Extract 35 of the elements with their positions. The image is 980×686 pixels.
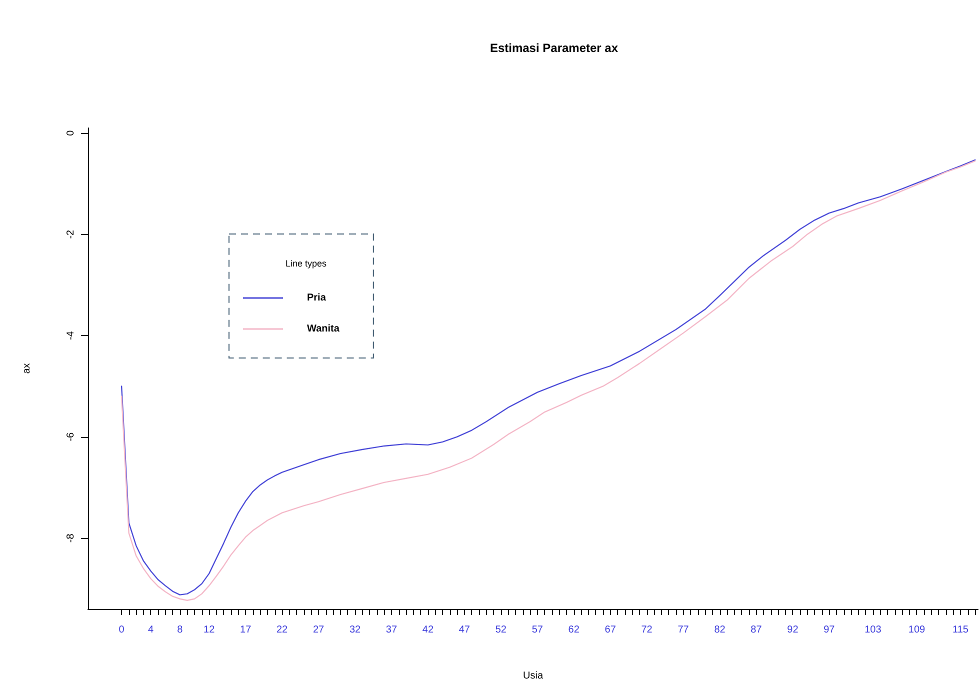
- legend-label: Pria: [307, 292, 326, 304]
- y-tick-label: -4: [66, 330, 76, 340]
- x-axis-title: Usia: [522, 670, 544, 682]
- x-tick-label: 8: [177, 624, 184, 636]
- x-tick-label: 87: [750, 624, 762, 636]
- x-tick-label: 72: [641, 624, 653, 636]
- x-tick-label: 82: [714, 624, 726, 636]
- x-tick-label: 37: [386, 624, 398, 636]
- x-tick-label: 67: [604, 624, 616, 636]
- x-tick-label: 12: [204, 624, 216, 636]
- chart-title: Estimasi Parameter ax: [490, 41, 618, 55]
- x-tick-label: 115: [952, 624, 969, 636]
- x-tick-label: 27: [312, 624, 325, 636]
- x-tick-label: 62: [568, 624, 580, 636]
- x-tick-label: 0: [118, 624, 125, 636]
- x-tick-label: 103: [864, 624, 882, 636]
- y-tick-label: 0: [66, 130, 76, 136]
- x-tick-label: 42: [422, 624, 434, 636]
- y-axis-title: ax: [22, 363, 32, 374]
- x-tick-label: 22: [276, 624, 288, 636]
- x-tick-label: 17: [240, 624, 252, 636]
- y-tick-label: -2: [66, 229, 76, 239]
- y-tick-label: -6: [66, 432, 76, 442]
- x-tick-label: 47: [458, 624, 470, 636]
- x-tick-label: 77: [678, 624, 690, 636]
- x-tick-label: 32: [349, 624, 361, 636]
- x-tick-label: 52: [495, 624, 507, 636]
- legend-label: Wanita: [307, 324, 340, 334]
- x-tick-label: 92: [787, 624, 799, 636]
- x-tick-label: 97: [824, 624, 836, 636]
- y-tick-label: -8: [66, 533, 76, 543]
- x-tick-label: 57: [532, 624, 544, 636]
- x-tick-label: 4: [148, 624, 154, 636]
- x-tick-label: 109: [908, 624, 926, 636]
- legend-title: Line types: [285, 258, 328, 268]
